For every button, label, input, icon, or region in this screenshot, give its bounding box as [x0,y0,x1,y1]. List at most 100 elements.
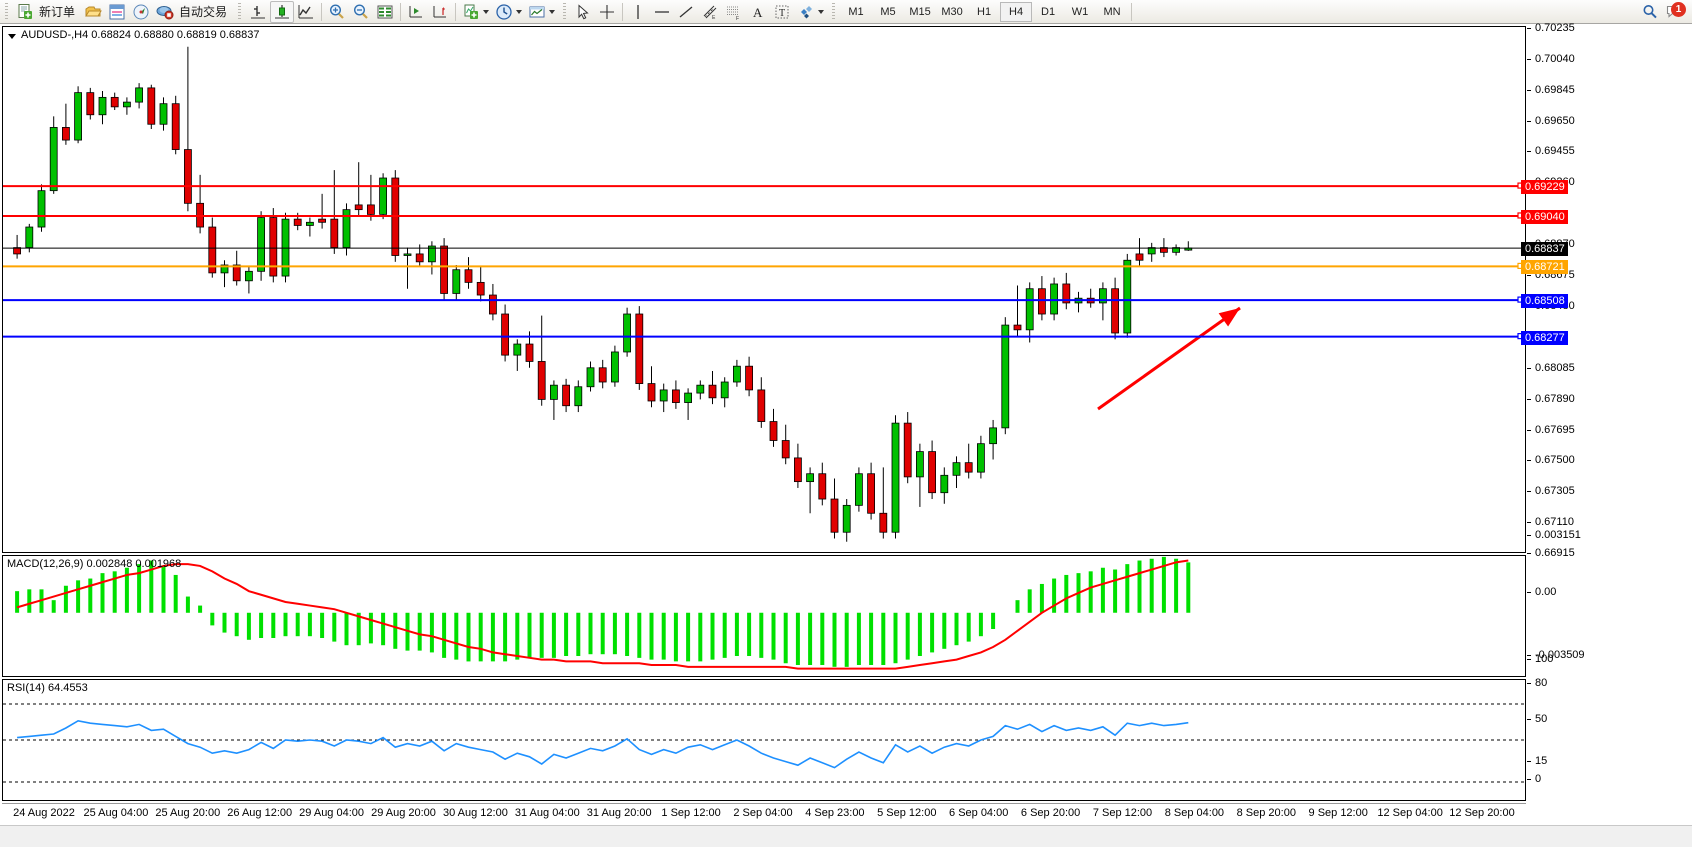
time-axis-label: 25 Aug 20:00 [155,807,221,819]
tab-timeframe-h1[interactable]: H1 [977,5,992,18]
price-tick: 0.67110 [1527,516,1574,528]
auto-trading-button[interactable]: 自动交易 [153,1,233,23]
zoom-out-button[interactable] [349,1,373,23]
time-axis-label: 29 Aug 20:00 [371,807,436,819]
time-axis-label: 7 Sep 12:00 [1092,807,1153,819]
toolbar-grip-2[interactable] [236,2,244,21]
periods-caret-icon[interactable] [516,9,523,14]
time-axis-label: 9 Sep 12:00 [1308,807,1368,819]
time-axis-label: 12 Sep 04:00 [1377,807,1443,819]
svg-text:T: T [779,8,785,19]
tab-timeframe-m5[interactable]: M5 [880,5,896,18]
time-axis[interactable]: 24 Aug 2022 25 Aug 04:00 25 Aug 20:00 26 Au… [2,803,1526,825]
equidistant-channel-button[interactable]: E [698,1,722,23]
price-label-resistance[interactable]: 0.69040 [1521,209,1568,224]
fibonacci-icon: F [727,6,739,21]
candlestick-chart-button[interactable] [270,0,295,23]
search-icon [1643,4,1657,18]
toolbar-separator-4 [622,2,624,21]
indicators-button[interactable] [459,1,492,23]
toolbar-grip[interactable] [3,2,10,21]
crosshair-button[interactable] [595,1,619,23]
text-label-icon: T [775,5,789,19]
rsi-tick: 100 [1527,653,1553,665]
time-axis-label: 1 Sep 12:00 [661,807,721,819]
market-watch-button[interactable] [105,1,129,23]
macd-tick: -0.003509 [1527,649,1585,661]
price-label-pivot[interactable]: 0.68721 [1521,260,1568,275]
time-axis-label: 8 Sep 04:00 [1164,807,1225,819]
price-scale[interactable]: 0.70235 0.70040 0.69845 0.69650 0.69455 0.692… [1521,22,1690,801]
rsi-tick: 50 [1527,713,1547,725]
templates-caret-icon[interactable] [549,9,556,14]
time-axis-label: 8 Sep 20:00 [1236,807,1296,819]
text-button[interactable]: A [746,1,770,23]
shapes-icon [801,5,813,18]
toolbar-separator-3 [455,2,457,21]
tab-timeframe-m30[interactable]: M30 [941,5,963,18]
tab-timeframe-m15[interactable]: M15 [909,5,931,18]
price-tick: 0.70040 [1527,53,1575,65]
collapse-arrow-icon[interactable] [8,34,16,39]
svg-text:F: F [736,16,739,21]
price-tick: 0.66915 [1527,547,1575,559]
macd-pane[interactable]: MACD(12,26,9) 0.002848 0.001968 [2,555,1526,677]
price-tick: 0.69650 [1527,115,1575,127]
shapes-button[interactable] [794,1,827,23]
data-window-icon [377,5,393,18]
price-label-current-price[interactable]: 0.68837 [1521,242,1568,257]
candlestick-chart-icon [275,4,290,18]
price-label-resistance[interactable]: 0.69229 [1521,180,1568,195]
tab-timeframe-mn[interactable]: MN [1103,5,1121,18]
tab-timeframe-w1[interactable]: W1 [1071,5,1089,18]
price-label-support[interactable]: 0.68508 [1521,294,1568,309]
new-order-button[interactable]: 新订单 [13,1,81,23]
time-axis-label: 26 Aug 12:00 [227,807,293,819]
price-pane[interactable]: AUDUSD-,H4 0.68824 0.68880 0.68819 0.688… [2,26,1526,553]
text-icon: A [753,5,763,20]
zoom-out-icon [354,3,368,19]
price-label-support[interactable]: 0.68277 [1521,330,1568,345]
chart-window: AUDUSD-,H4 0.68824 0.68880 0.68819 0.688… [0,22,1692,847]
navigator-icon [133,4,149,19]
time-axis-label: 12 Sep 20:00 [1449,807,1515,819]
cursor-button[interactable] [571,1,595,23]
new-order-icon [18,3,32,19]
status-bar [0,825,1692,847]
macd-plot [15,556,1191,670]
auto-scroll-button[interactable] [428,1,452,23]
templates-icon [529,6,545,17]
price-tick: 0.67890 [1527,393,1575,405]
navigator-button[interactable] [129,1,153,23]
search-button[interactable] [1638,1,1662,23]
toolbar-grip-4[interactable] [830,2,838,21]
vertical-line-button[interactable] [626,1,650,23]
bar-chart-button[interactable] [246,1,270,23]
time-axis-label: 24 Aug 2022 [13,807,75,819]
periods-icon [496,3,512,20]
toolbar-grip-3[interactable] [561,2,569,21]
text-label-button[interactable]: T [770,1,794,23]
time-axis-label: 31 Aug 20:00 [586,807,652,819]
alerts-badge: 1 [1671,1,1686,17]
rsi-pane[interactable]: RSI(14) 64.4553 [2,679,1526,801]
data-window-button[interactable] [373,1,397,23]
trendline-button[interactable] [674,1,698,23]
zoom-in-button[interactable] [325,1,349,23]
main-toolbar: 新订单 [0,0,1692,24]
price-tick: 0.69845 [1527,84,1575,96]
chart-shift-button[interactable] [404,1,428,23]
tab-timeframe-d1[interactable]: D1 [1041,5,1056,18]
open-data-folder-button[interactable] [81,1,105,23]
horizontal-line-button[interactable] [650,1,674,23]
tab-timeframe-m1[interactable]: M1 [848,5,864,18]
tab-timeframe-h4[interactable]: H4 [1000,1,1033,22]
shapes-caret-icon[interactable] [818,9,825,14]
bar-chart-icon [251,5,266,18]
templates-button[interactable] [525,1,558,23]
alerts-button[interactable]: 1 [1662,1,1686,23]
fibonacci-button[interactable]: F [722,1,746,23]
periods-button[interactable] [492,1,525,23]
indicators-caret-icon[interactable] [483,9,490,14]
line-chart-button[interactable] [294,1,318,23]
